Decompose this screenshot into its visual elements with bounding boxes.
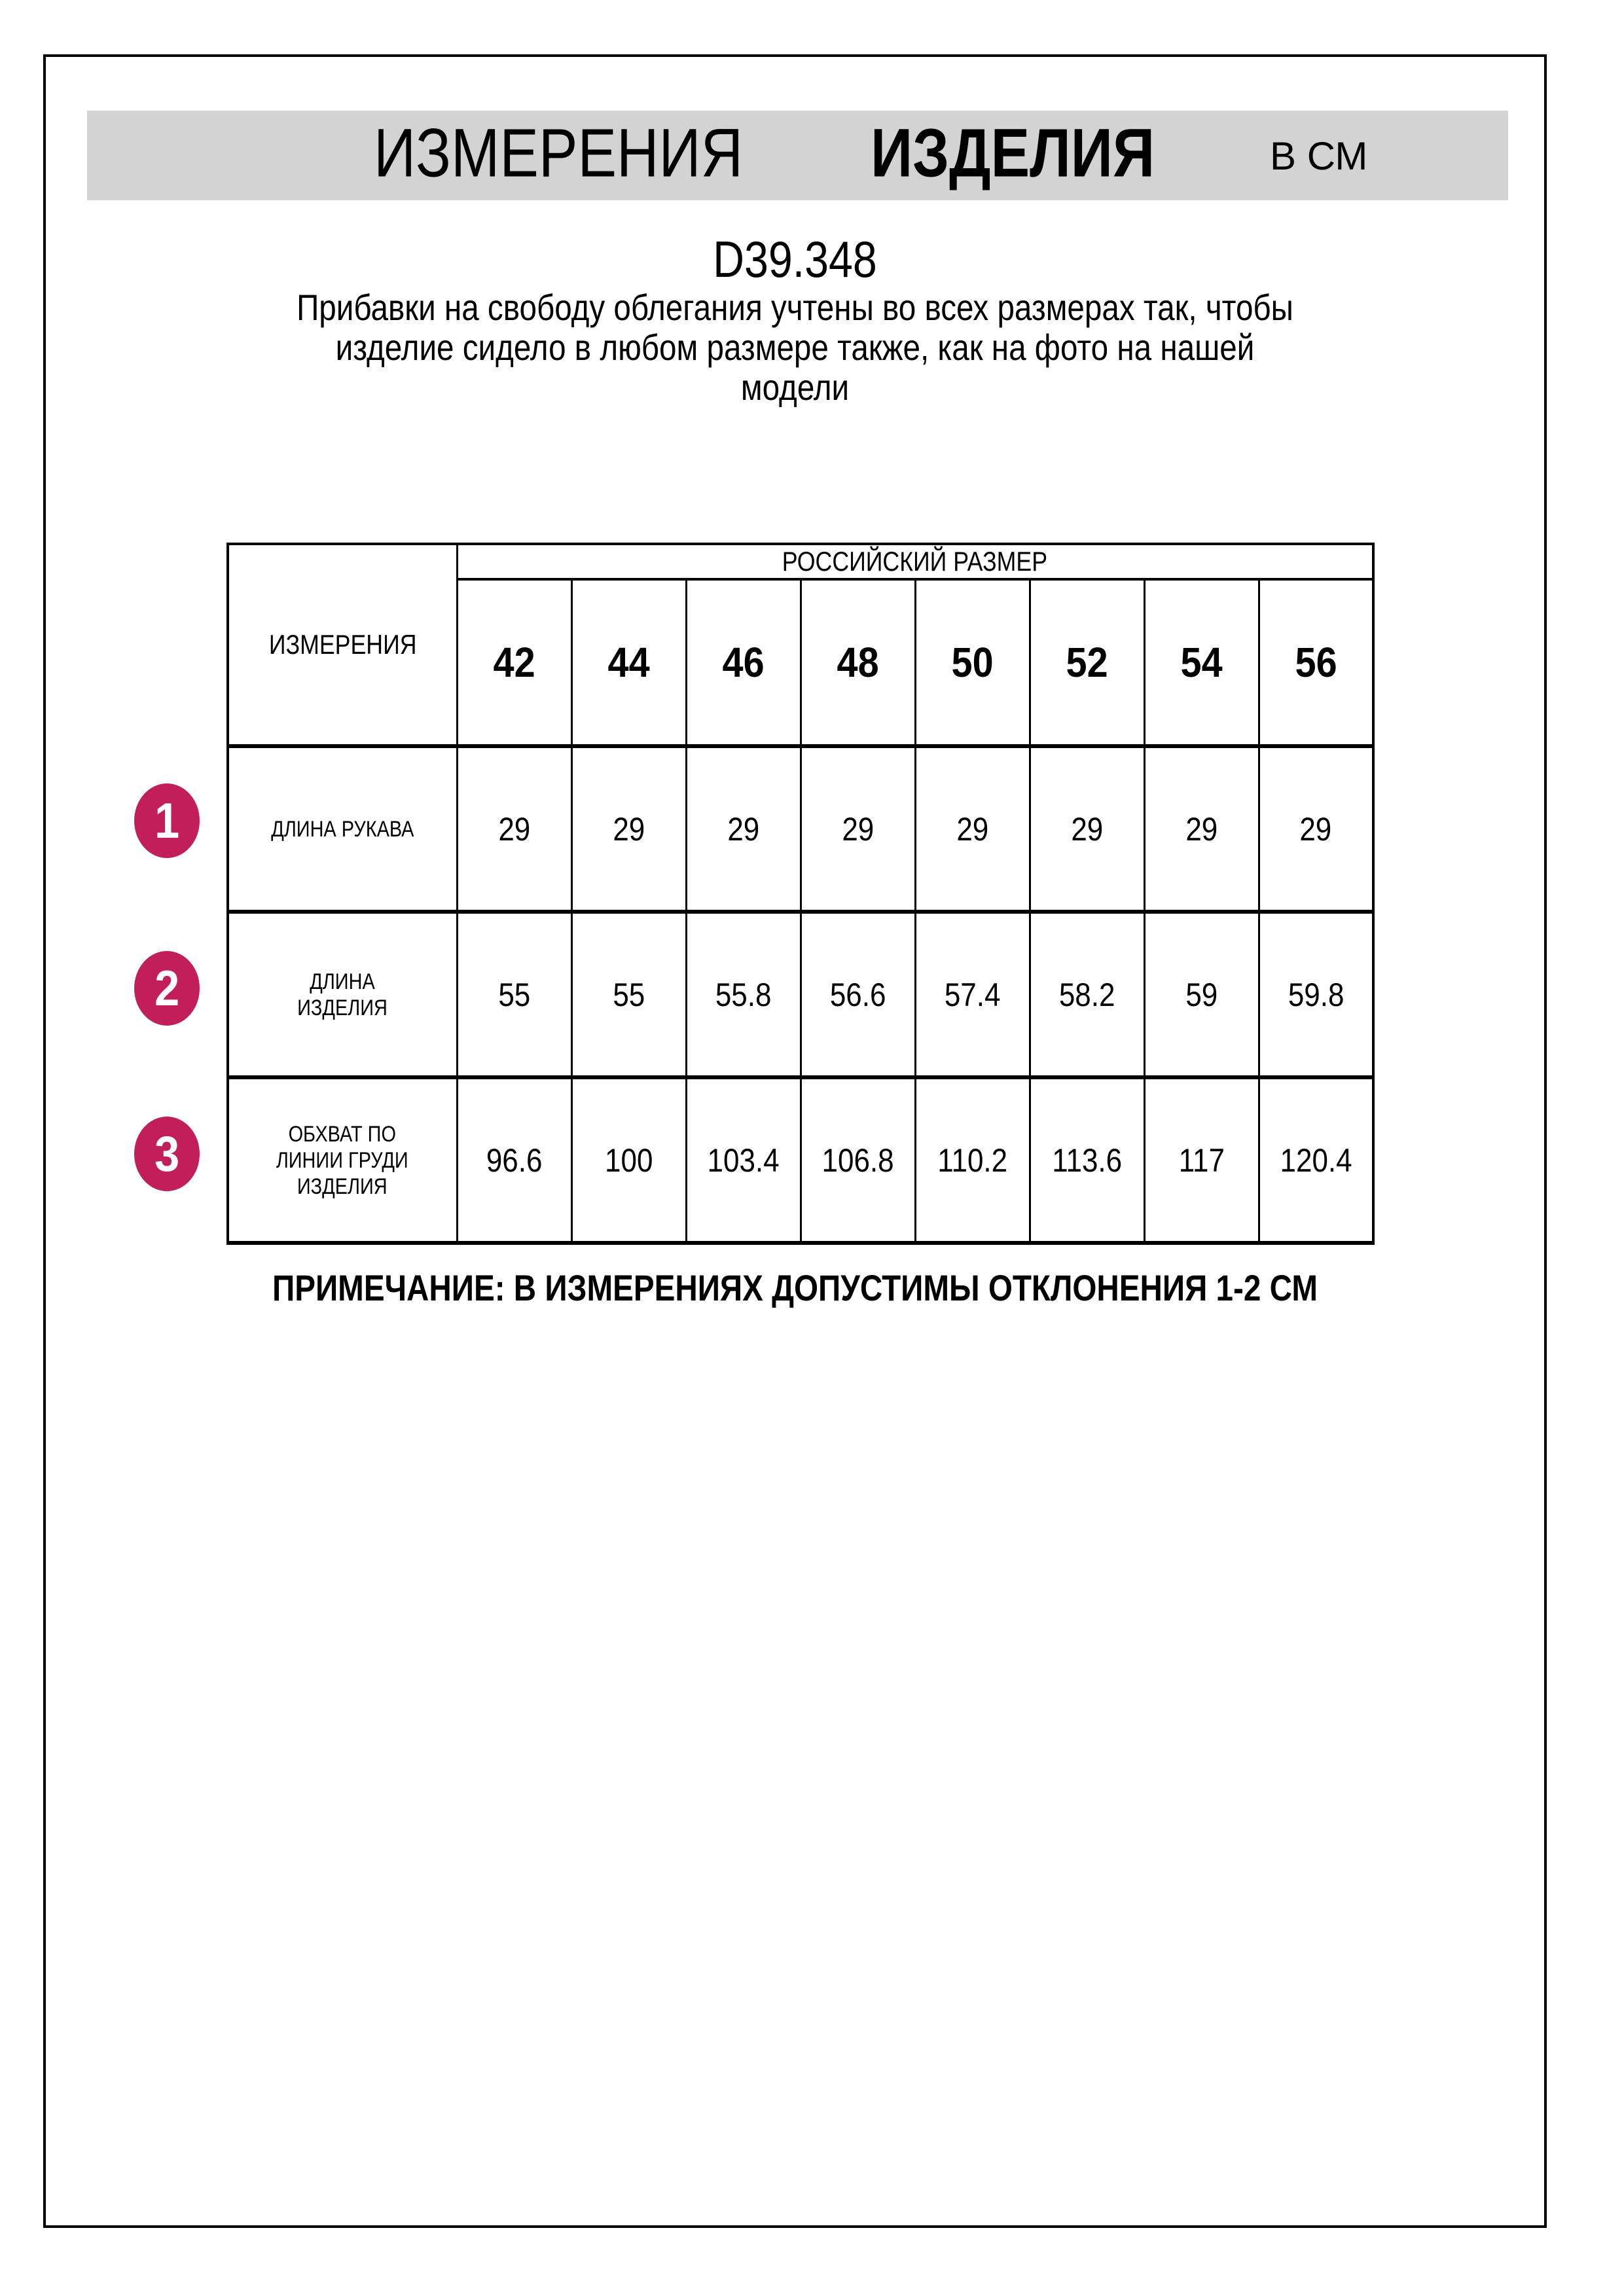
value: 110.2 (937, 1141, 1007, 1179)
value-cell: 57.4 (914, 912, 1031, 1079)
value: 106.8 (821, 1141, 894, 1179)
value: 59.8 (1288, 976, 1344, 1013)
value: 55 (498, 976, 530, 1013)
value-cell: 29 (799, 746, 916, 914)
table-row-sleeve-length: ДЛИНА РУКАВА 29 29 29 29 29 29 29 29 (226, 746, 1375, 914)
size-48: 48 (837, 639, 879, 686)
table-row-size-system: ИЗМЕРЕНИЯ РОССИЙСКИЙ РАЗМЕР (226, 543, 1375, 748)
size-cell: 50 (914, 579, 1031, 748)
value: 29 (1299, 810, 1332, 848)
size-54: 54 (1180, 639, 1223, 686)
value-cell: 29 (456, 746, 573, 914)
value: 55.8 (715, 976, 772, 1013)
value-cell: 106.8 (799, 1077, 916, 1245)
value-cell: 59 (1143, 912, 1260, 1079)
value-cell: 29 (685, 746, 802, 914)
size-46: 46 (722, 639, 765, 686)
value: 103.4 (707, 1141, 780, 1179)
row-label: ДЛИНА ИЗДЕЛИЯ (297, 969, 388, 1020)
size-56: 56 (1295, 639, 1337, 686)
value: 96.6 (486, 1141, 543, 1179)
row-label: ДЛИНА РУКАВА (271, 816, 414, 842)
value-cell: 113.6 (1028, 1077, 1146, 1245)
value: 56.6 (829, 976, 886, 1013)
value: 29 (842, 810, 874, 848)
value-cell: 100 (570, 1077, 687, 1245)
value-cell: 29 (1257, 746, 1375, 914)
title-word-measurements: ИЗМЕРЕНИЯ (374, 114, 744, 191)
value-cell: 117 (1143, 1077, 1260, 1245)
value-cell: 29 (914, 746, 1031, 914)
size-cell: 56 (1257, 579, 1375, 748)
table-row-sizes: 42 44 46 48 50 52 54 56 (228, 579, 1375, 748)
value-cell: 59.8 (1257, 912, 1375, 1079)
value-cell: 56.6 (799, 912, 916, 1079)
badge-number: 3 (154, 1126, 180, 1182)
value-cell: 96.6 (456, 1077, 573, 1245)
size-system-header-label: РОССИЙСКИЙ РАЗМЕР (782, 546, 1048, 577)
title-bar: ИЗМЕРЕНИЯ ИЗДЕЛИЯ В СМ (87, 111, 1508, 200)
size-cell: 48 (799, 579, 916, 748)
measurement-badge-1: 1 (134, 783, 200, 858)
table-row-chest-girth: ОБХВАТ ПО ЛИНИИ ГРУДИ ИЗДЕЛИЯ 96.6 100 1… (226, 1077, 1375, 1245)
value: 29 (1185, 810, 1218, 848)
measurements-header-cell: ИЗМЕРЕНИЯ (226, 543, 458, 748)
value-cell: 29 (570, 746, 687, 914)
size-cell: 46 (685, 579, 802, 748)
row-label-cell: ОБХВАТ ПО ЛИНИИ ГРУДИ ИЗДЕЛИЯ (226, 1077, 458, 1245)
value: 58.2 (1058, 976, 1115, 1013)
value: 29 (956, 810, 988, 848)
measurement-badge-3: 3 (134, 1117, 200, 1191)
size-cell: 42 (456, 579, 573, 748)
value-cell: 103.4 (685, 1077, 802, 1245)
value: 55 (613, 976, 645, 1013)
value-cell: 29 (1028, 746, 1146, 914)
value: 120.4 (1280, 1141, 1352, 1179)
badge-number: 2 (154, 960, 180, 1016)
value: 59 (1185, 976, 1218, 1013)
value-cell: 120.4 (1257, 1077, 1375, 1245)
value: 117 (1178, 1141, 1225, 1179)
value: 29 (613, 810, 645, 848)
value: 29 (727, 810, 759, 848)
value-cell: 55 (570, 912, 687, 1079)
size-table: ИЗМЕРЕНИЯ РОССИЙСКИЙ РАЗМЕР 42 44 46 48 … (226, 543, 1375, 1245)
size-50: 50 (951, 639, 994, 686)
title-unit-label: В СМ (1270, 134, 1368, 178)
value: 113.6 (1052, 1141, 1122, 1179)
value-cell: 55.8 (685, 912, 802, 1079)
value-cell: 110.2 (914, 1077, 1031, 1245)
row-label-cell: ДЛИНА ИЗДЕЛИЯ (226, 912, 458, 1079)
value-cell: 58.2 (1028, 912, 1146, 1079)
title-bar-background (87, 111, 1508, 200)
badge-number: 1 (154, 793, 180, 849)
value: 57.4 (944, 976, 1001, 1013)
row-label: ОБХВАТ ПО ЛИНИИ ГРУДИ ИЗДЕЛИЯ (276, 1121, 409, 1199)
size-42: 42 (493, 639, 535, 686)
size-44: 44 (607, 639, 650, 686)
row-label-cell: ДЛИНА РУКАВА (226, 746, 458, 914)
value-cell: 29 (1143, 746, 1260, 914)
measurements-header-label: ИЗМЕРЕНИЯ (268, 629, 417, 660)
value: 100 (604, 1141, 653, 1179)
size-52: 52 (1066, 639, 1108, 686)
value: 29 (498, 810, 530, 848)
size-cell: 44 (570, 579, 687, 748)
tolerance-note: ПРИМЕЧАНИЕ: В ИЗМЕРЕНИЯХ ДОПУСТИМЫ ОТКЛО… (272, 1267, 1318, 1308)
product-code: D39.348 (46, 234, 1544, 285)
value-cell: 55 (456, 912, 573, 1079)
page-border-frame: ИЗМЕРЕНИЯ ИЗДЕЛИЯ В СМ D39.348 Прибавки … (43, 54, 1547, 2228)
size-system-header-cell: РОССИЙСКИЙ РАЗМЕР (456, 543, 1375, 581)
size-cell: 54 (1143, 579, 1260, 748)
value: 29 (1071, 810, 1103, 848)
size-cell: 52 (1028, 579, 1146, 748)
fit-description: Прибавки на свободу облегания учтены во … (297, 287, 1293, 408)
table-row-garment-length: ДЛИНА ИЗДЕЛИЯ 55 55 55.8 56.6 57.4 58.2 … (226, 912, 1375, 1079)
product-code-text: D39.348 (713, 230, 877, 288)
title-word-product: ИЗДЕЛИЯ (871, 114, 1155, 191)
measurement-badge-2: 2 (134, 951, 200, 1026)
